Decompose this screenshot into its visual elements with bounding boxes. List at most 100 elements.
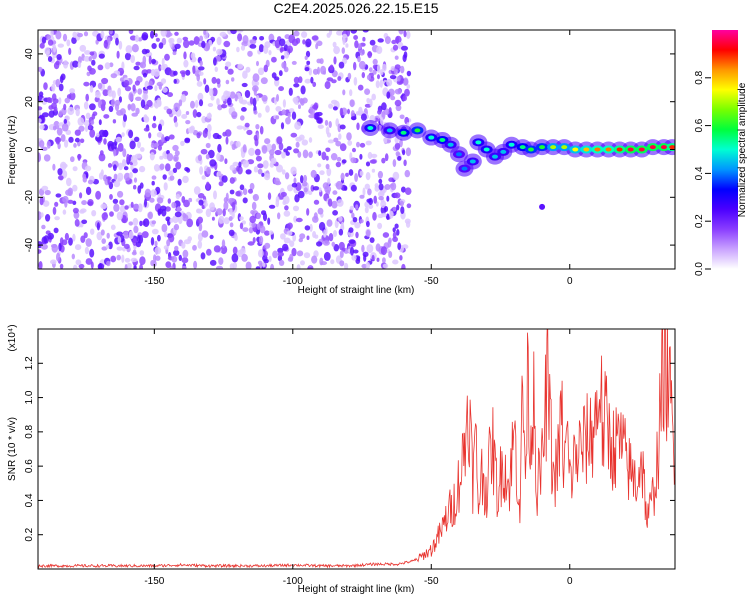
spectrogram-noise-cell (124, 52, 132, 61)
spectrogram-noise-cell (100, 103, 106, 112)
snr-y-axis-label: SNR (10 * v/v) (7, 417, 18, 481)
spectrogram-noise-cell (303, 187, 308, 193)
spectrogram-noise-cell (130, 103, 136, 112)
spectrogram-noise-cell (58, 242, 62, 252)
spectrogram-noise-cell (403, 30, 407, 38)
signal-peak (627, 147, 634, 152)
spectrogram-noise-cell (192, 244, 197, 251)
spectrogram-noise-cell (123, 231, 130, 239)
spectrogram-noise-cell (167, 92, 174, 98)
spectrogram-noise-cell (293, 83, 300, 88)
spectrogram-noise-cell (372, 64, 377, 70)
spectrogram-noise-cell (335, 140, 342, 147)
spectrogram-noise-cell (73, 264, 78, 269)
spectrogram-noise-cell (338, 216, 343, 222)
spectrogram-noise-cell (381, 157, 386, 164)
spectrogram-noise-cell (402, 54, 407, 63)
spectrogram-noise-cell (383, 137, 388, 144)
spectrogram-noise-cell (330, 259, 335, 265)
spectrogram-noise-cell (294, 121, 302, 130)
spectrogram-noise-cell (154, 85, 158, 92)
spectrogram-noise-cell (336, 199, 344, 207)
spectrogram-noise-cell (230, 30, 237, 35)
spectrogram-noise-cell (115, 37, 119, 46)
spectrogram-noise-cell (185, 69, 191, 76)
spectrogram-noise-cell (289, 240, 295, 247)
spectrogram-noise-cell (268, 50, 272, 56)
spectrogram-noise-cell (280, 233, 286, 240)
spectrogram-noise-layer (38, 30, 412, 269)
spectrogram-noise-cell (131, 251, 137, 256)
spectrogram-noise-cell (197, 216, 204, 224)
spectrogram-noise-cell (272, 157, 277, 164)
spectrogram-noise-cell (363, 254, 367, 262)
spectrogram-noise-cell (248, 188, 253, 194)
spectrogram-noise-cell (131, 112, 138, 117)
spectrogram-noise-cell (173, 249, 180, 256)
spectrogram-noise-cell (223, 217, 230, 225)
spectrogram-noise-cell (352, 249, 359, 254)
spectrogram-noise-cell (347, 72, 352, 80)
spectrogram-noise-cell (277, 212, 281, 220)
spectrogram-noise-cell (372, 69, 377, 75)
spectrogram-noise-cell (100, 30, 105, 39)
spectrogram-noise-cell (153, 254, 157, 263)
spectrogram-noise-cell (400, 65, 405, 74)
spectrogram-noise-cell (275, 106, 282, 112)
signal-peak (605, 147, 612, 152)
y-tick-label: -20 (24, 190, 35, 205)
spectrogram-noise-cell (203, 78, 207, 85)
y-tick-label: -40 (24, 237, 35, 252)
spectrogram-noise-cell (72, 166, 78, 172)
spectrogram-noise-cell (293, 30, 300, 37)
x-tick-label: -150 (144, 276, 164, 287)
spectrogram-noise-cell (237, 63, 244, 69)
spectrogram-noise-cell (305, 38, 312, 48)
spectrogram-noise-cell (51, 83, 56, 92)
spectrogram-noise-cell (261, 172, 265, 177)
spectrogram-noise-cell (364, 88, 371, 95)
spectrogram-noise-cell (376, 257, 380, 262)
spectrogram-noise-cell (85, 238, 92, 247)
spectrogram-noise-cell (188, 40, 195, 46)
spectrogram-noise-cell (286, 146, 292, 151)
spectrogram-noise-cell (261, 145, 268, 154)
spectrogram-noise-cell (406, 203, 412, 209)
signal-peak (550, 145, 557, 150)
spectrogram-noise-cell (122, 148, 127, 158)
spectrogram-noise-cell (71, 253, 76, 260)
spectrogram-noise-cell (359, 170, 364, 176)
spectrogram-noise-cell (62, 209, 67, 215)
y-tick-label: 1.2 (24, 356, 35, 370)
spectrogram-noise-cell (264, 173, 271, 181)
spectrogram-noise-cell (52, 206, 57, 215)
spectrogram-noise-cell (240, 99, 248, 105)
spectrogram-noise-cell (238, 161, 242, 168)
colorbar: 0.0 0.2 0.4 0.6 0.8 Normalized spectral ampl… (694, 30, 748, 276)
spectrogram-noise-cell (181, 265, 187, 269)
spectrogram-noise-cell (124, 243, 130, 249)
x-tick-label: -150 (144, 576, 164, 587)
spectrogram-noise-cell (158, 42, 164, 49)
spectrogram-noise-cell (367, 151, 373, 160)
spectrogram-noise-cell (83, 232, 88, 239)
spectrogram-noise-cell (206, 112, 212, 119)
spectrogram-noise-cell (95, 190, 101, 200)
spectrogram-noise-cell (211, 216, 215, 221)
spectrogram-noise-cell (225, 61, 232, 67)
spectrogram-noise-cell (79, 44, 87, 52)
signal-peak (508, 142, 515, 147)
spectrogram-noise-cell (154, 246, 162, 255)
spectrogram-noise-cell (222, 208, 226, 217)
spectrogram-noise-cell (392, 206, 397, 212)
spectrogram-noise-cell (394, 88, 402, 95)
spectrogram-noise-cell (303, 174, 308, 183)
spectrogram-noise-cell (173, 223, 180, 231)
spectrogram-noise-cell (221, 239, 226, 249)
spectrogram-noise-cell (77, 117, 85, 126)
spectrogram-noise-cell (143, 116, 150, 123)
spectrogram-noise-cell (207, 103, 214, 107)
spectrogram-noise-cell (337, 76, 342, 81)
spectrogram-noise-cell (46, 34, 51, 40)
spectrogram-noise-cell (335, 180, 343, 190)
